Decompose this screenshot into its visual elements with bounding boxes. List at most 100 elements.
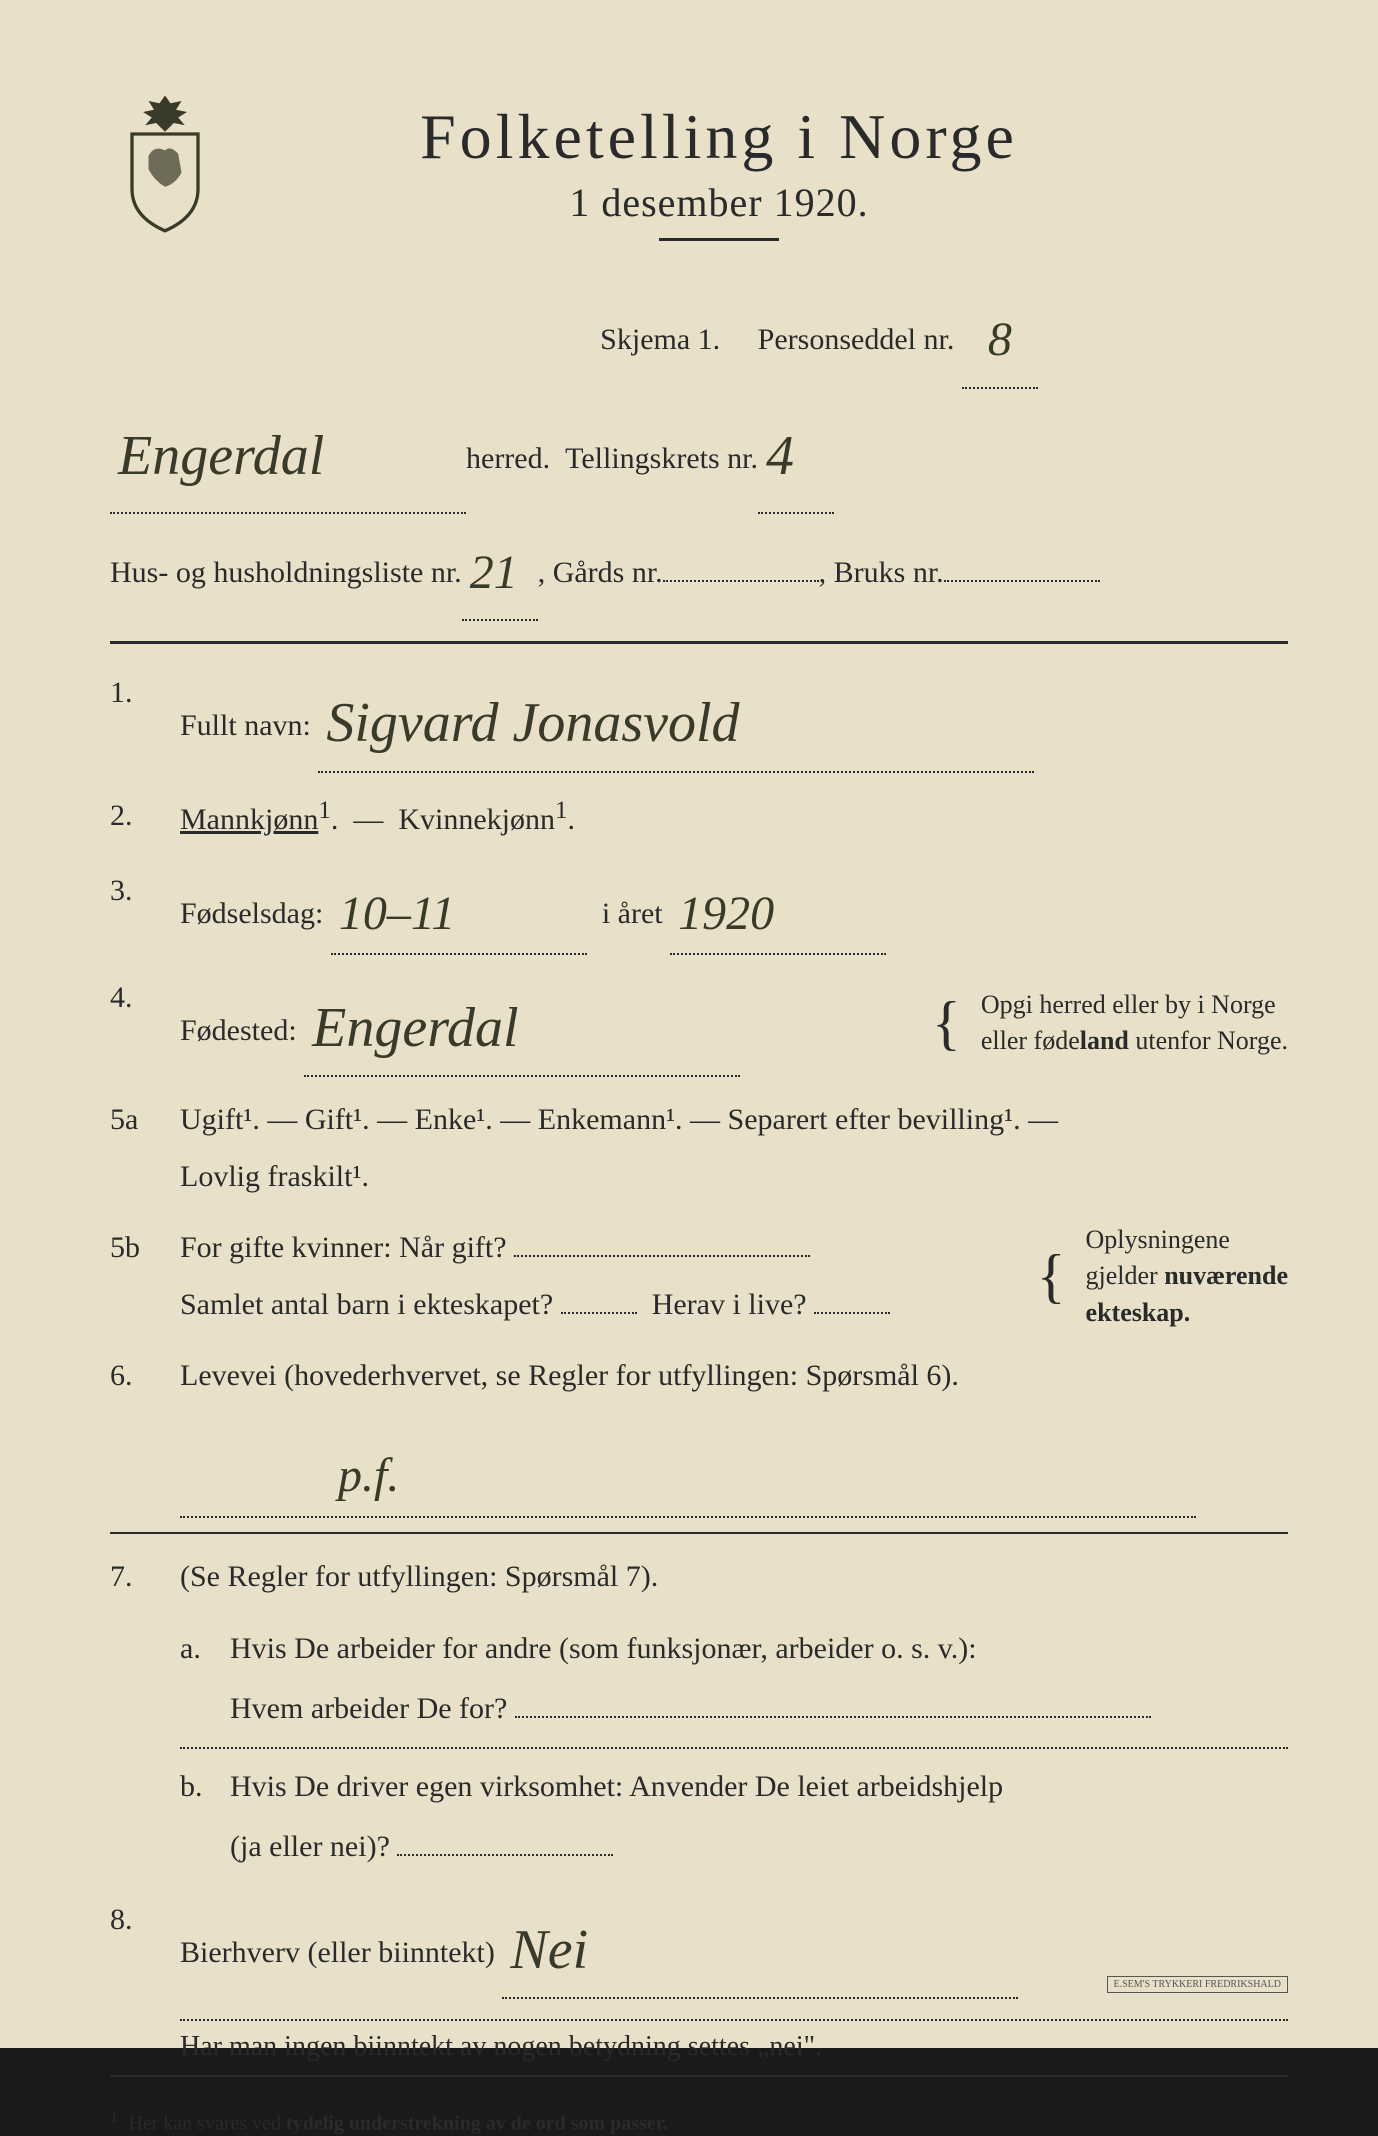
q8-field: Nei xyxy=(502,1891,1018,1999)
q7b-letter: b. xyxy=(180,1757,230,1877)
q5a-num: 5a xyxy=(110,1091,180,1205)
q3-num: 3. xyxy=(110,862,180,955)
question-5b: 5b For gifte kvinner: Når gift? Samlet a… xyxy=(110,1219,1288,1333)
brace-icon-2: { xyxy=(1037,1261,1066,1291)
title-block: Folketelling i Norge 1 desember 1920. xyxy=(150,80,1288,261)
q5b-gift-field xyxy=(514,1255,810,1257)
q5b-live-field xyxy=(814,1312,890,1314)
divider-1 xyxy=(110,641,1288,644)
question-6: 6. Levevei (hovederhvervet, se Regler fo… xyxy=(110,1347,1288,1517)
tellingskrets-value: 4 xyxy=(766,425,794,487)
q1-value: Sigvard Jonasvold xyxy=(326,692,739,754)
q5b-barn-field xyxy=(561,1312,637,1314)
herred-value: Engerdal xyxy=(118,425,324,487)
question-3: 3. Fødselsdag: 10–11 i året 1920 xyxy=(110,862,1288,955)
meta-line-2: Engerdal herred. Tellingskrets nr. 4 xyxy=(110,389,1288,514)
q6-text: Levevei (hovederhvervet, se Regler for u… xyxy=(180,1359,959,1392)
q7b-line2: (ja eller nei)? xyxy=(230,1830,390,1863)
q4-note1: Opgi herred eller by i Norge xyxy=(981,990,1276,1019)
husliste-value: 21 xyxy=(470,546,518,599)
q6-num: 6. xyxy=(110,1347,180,1517)
question-7: 7. (Se Regler for utfyllingen: Spørsmål … xyxy=(110,1548,1288,1605)
q5b-num: 5b xyxy=(110,1219,180,1333)
q5b-note2: gjelder nuværende xyxy=(1086,1261,1288,1290)
divider-3 xyxy=(110,2075,1288,2077)
q7b-line1: Hvis De driver egen virksomhet: Anvender… xyxy=(230,1770,1003,1803)
q5a-text: Ugift¹. — Gift¹. — Enke¹. — Enkemann¹. —… xyxy=(180,1103,1058,1136)
q3-year: 1920 xyxy=(678,887,774,940)
question-7b: b. Hvis De driver egen virksomhet: Anven… xyxy=(180,1757,1288,1877)
q2-mann: Mannkjønn xyxy=(180,803,318,836)
q2-kvinne: Kvinnekjønn xyxy=(398,803,555,836)
herred-label: herred. xyxy=(466,426,550,492)
footnote-bold: tydelig understrekning av de ord som pas… xyxy=(286,2113,668,2135)
tellingskrets-label: Tellingskrets nr. xyxy=(565,426,758,492)
q4-label: Fødested: xyxy=(180,1014,297,1047)
q5b-note3: ekteskap. xyxy=(1086,1298,1191,1327)
bottom-dotted xyxy=(180,2019,1288,2021)
skjema-label: Skjema 1. xyxy=(600,323,720,356)
question-5a: 5a Ugift¹. — Gift¹. — Enke¹. — Enkemann¹… xyxy=(110,1091,1288,1205)
personseddel-label: Personseddel nr. xyxy=(758,323,955,356)
herred-field: Engerdal xyxy=(110,389,466,514)
q3-day: 10–11 xyxy=(339,887,455,940)
q8-num: 8. xyxy=(110,1891,180,1999)
q4-note2: eller fødeland utenfor Norge. xyxy=(981,1026,1288,1055)
q2-num: 2. xyxy=(110,787,180,848)
gards-label: , Gårds nr. xyxy=(538,540,663,606)
q3-day-field: 10–11 xyxy=(331,862,587,955)
question-7a: a. Hvis De arbeider for andre (som funks… xyxy=(180,1619,1288,1739)
q7a-line2: Hvem arbeider De for? xyxy=(230,1692,507,1725)
q5b-line2b: Herav i live? xyxy=(652,1288,807,1321)
q7a-letter: a. xyxy=(180,1619,230,1739)
title-divider xyxy=(659,238,779,241)
footnote-sup: 1 xyxy=(110,2107,118,2126)
question-4: 4. Fødested: Engerdal { Opgi herred elle… xyxy=(110,969,1288,1077)
form-meta: Skjema 1. Personseddel nr. 8 Engerdal he… xyxy=(110,281,1288,621)
printer-mark: E.SEM'S TRYKKERI FREDRIKSHALD xyxy=(1107,1976,1288,1993)
q5b-note1: Oplysningene xyxy=(1086,1225,1230,1254)
q3-year-label: i året xyxy=(602,897,663,930)
husliste-field: 21 xyxy=(462,514,538,622)
personseddel-value: 8 xyxy=(988,313,1012,366)
q8-label: Bierhverv (eller biinntekt) xyxy=(180,1936,495,1969)
q6-value: p.f. xyxy=(338,1449,399,1502)
q1-num: 1. xyxy=(110,664,180,772)
q7-num: 7. xyxy=(110,1548,180,1605)
bottom-note: Har man ingen biinntekt av nogen betydni… xyxy=(180,2031,1288,2063)
q5b-line1: For gifte kvinner: Når gift? xyxy=(180,1231,507,1264)
census-form-page: Folketelling i Norge 1 desember 1920. Sk… xyxy=(0,0,1378,2048)
tellingskrets-field: 4 xyxy=(758,389,834,514)
q7a-field xyxy=(515,1716,1151,1718)
q4-field: Engerdal xyxy=(304,969,740,1077)
q5b-note: Oplysningene gjelder nuværende ekteskap. xyxy=(1086,1222,1288,1331)
q6-field: p.f. xyxy=(180,1424,1196,1517)
subtitle: 1 desember 1920. xyxy=(150,179,1288,226)
q4-note: Opgi herred eller by i Norge eller fødel… xyxy=(981,987,1288,1060)
q5a-text2: Lovlig fraskilt¹. xyxy=(180,1160,369,1193)
bruks-label: , Bruks nr. xyxy=(819,540,944,606)
q1-field: Sigvard Jonasvold xyxy=(318,664,1034,772)
bruks-field xyxy=(944,580,1100,582)
footnote: 1 Her kan svares ved tydelig understrekn… xyxy=(110,2107,1288,2136)
q7-divider xyxy=(180,1747,1288,1749)
q5b-line2a: Samlet antal barn i ekteskapet? xyxy=(180,1288,553,1321)
q1-label: Fullt navn: xyxy=(180,709,311,742)
divider-2 xyxy=(110,1532,1288,1534)
question-1: 1. Fullt navn: Sigvard Jonasvold xyxy=(110,664,1288,772)
gards-field xyxy=(663,580,819,582)
q3-year-field: 1920 xyxy=(670,862,886,955)
footnote-text: Her kan svares ved xyxy=(128,2113,286,2135)
q7a-line1: Hvis De arbeider for andre (som funksjon… xyxy=(230,1632,977,1665)
q7b-field xyxy=(397,1854,613,1856)
husliste-label: Hus- og husholdningsliste nr. xyxy=(110,540,462,606)
main-title: Folketelling i Norge xyxy=(150,100,1288,174)
q8-value: Nei xyxy=(510,1919,588,1981)
q4-num: 4. xyxy=(110,969,180,1077)
personseddel-field: 8 xyxy=(962,281,1038,389)
meta-line-3: Hus- og husholdningsliste nr. 21 , Gårds… xyxy=(110,514,1288,622)
meta-line-1: Skjema 1. Personseddel nr. 8 xyxy=(350,281,1288,389)
question-2: 2. Mannkjønn1. — Kvinnekjønn1. xyxy=(110,787,1288,848)
brace-icon: { xyxy=(932,1008,961,1038)
header: Folketelling i Norge 1 desember 1920. xyxy=(110,80,1288,261)
